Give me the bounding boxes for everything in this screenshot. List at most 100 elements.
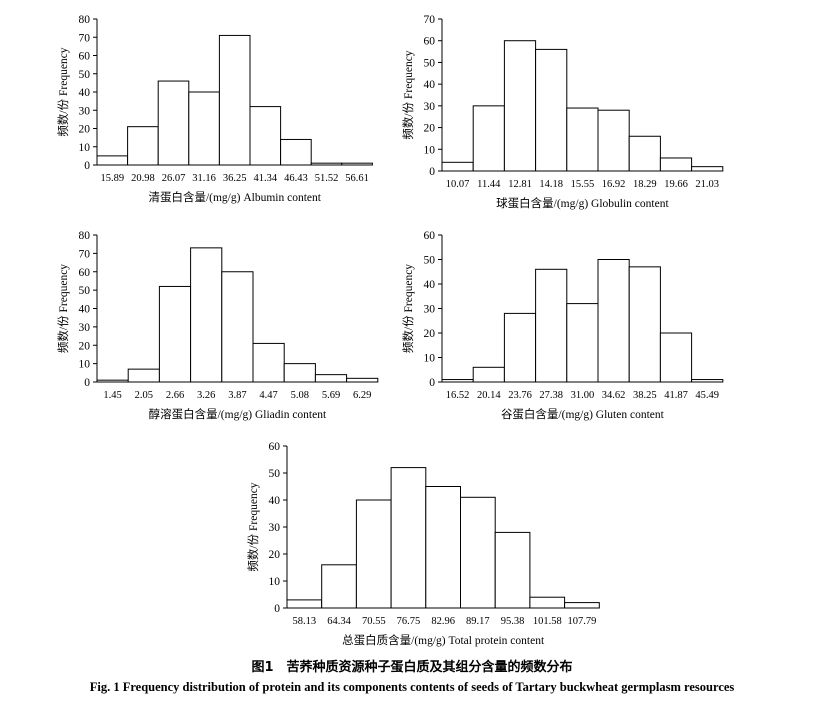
histogram-gliadin: 0 10 20 30 40 50 60 70 80 1.45 2.05 2.66 3.26 3.87 4.4… — [56, 230, 379, 421]
gliadin-y-tick-label: 50 — [79, 285, 91, 297]
gluten-y-tick-label: 50 — [424, 255, 436, 267]
total-protein-x-tick-label: 95.38 — [501, 616, 525, 627]
total-protein-x-tick-label: 89.17 — [466, 616, 490, 627]
total-protein-bar — [494, 531, 531, 609]
gliadin-y-tick-label: 80 — [79, 230, 91, 242]
gluten-y-tick-label: 30 — [424, 304, 436, 316]
gluten-x-tick-label: 41.87 — [664, 390, 688, 401]
total-protein-y-tick-label: 10 — [269, 576, 281, 588]
albumin-y-axis-label: 频数/份 Frequency — [56, 47, 70, 136]
gluten-bar — [566, 303, 599, 383]
gluten-y-axis-label: 频数/份 Frequency — [401, 264, 415, 353]
gluten-x-tick-label: 27.38 — [539, 390, 563, 401]
gliadin-bar — [252, 342, 285, 383]
gliadin-bar — [127, 368, 160, 383]
gluten-x-tick-label: 38.25 — [633, 390, 657, 401]
globulin-y-axis-label: 频数/份 Frequency — [401, 50, 415, 139]
albumin-x-tick-label: 46.43 — [284, 173, 308, 184]
total-protein-bar — [460, 496, 496, 609]
albumin-y-tick-label: 10 — [79, 142, 91, 154]
albumin-bar — [310, 162, 343, 166]
total-protein-bar — [425, 486, 461, 609]
total-protein-x-tick-label: 82.96 — [431, 616, 455, 627]
gluten-x-tick-label: 31.00 — [571, 390, 595, 401]
globulin-x-tick-label: 18.29 — [633, 179, 657, 190]
total-protein-bar — [286, 599, 323, 609]
total-protein-bar — [564, 602, 600, 609]
total-protein-bar — [529, 596, 566, 609]
gluten-x-tick-label: 45.49 — [695, 390, 719, 401]
albumin-bar — [218, 34, 251, 166]
albumin-x-tick-label: 41.34 — [253, 173, 277, 184]
globulin-bar — [691, 166, 724, 172]
globulin-x-tick-label: 14.18 — [539, 179, 563, 190]
gluten-bar — [628, 266, 661, 383]
gliadin-x-tick-label: 4.47 — [259, 390, 277, 401]
gluten-bar — [597, 259, 630, 383]
gliadin-y-tick-label: 40 — [79, 304, 91, 316]
total-protein-y-tick-label: 20 — [269, 549, 281, 561]
total-protein-y-tick-label: 60 — [269, 441, 281, 453]
albumin-bar — [127, 126, 159, 166]
total-protein-y-tick-label: 40 — [269, 495, 281, 507]
albumin-bar — [96, 155, 129, 166]
albumin-x-tick-label: 26.07 — [162, 173, 186, 184]
albumin-y-tick-label: 70 — [79, 32, 91, 44]
gluten-x-tick-label: 23.76 — [508, 390, 532, 401]
caption-english: Fig. 1 Frequency distribution of protein… — [89, 680, 735, 694]
gliadin-y-tick-label: 20 — [79, 340, 91, 352]
albumin-y-tick-label: 80 — [79, 14, 91, 26]
globulin-x-tick-label: 12.81 — [508, 179, 532, 190]
gliadin-bar — [346, 377, 379, 383]
total-protein-y-axis-label: 频数/份 Frequency — [246, 482, 260, 571]
gliadin-x-tick-label: 5.69 — [322, 390, 340, 401]
gluten-bar — [503, 312, 537, 383]
gliadin-x-tick-label: 2.66 — [166, 390, 184, 401]
histogram-total-protein: 0 10 20 30 40 50 60 58.13 64.34 70.55 76.75 82.96 89… — [246, 441, 600, 647]
albumin-y-tick-label: 0 — [84, 160, 90, 172]
globulin-y-tick-label: 50 — [424, 57, 436, 69]
globulin-bar — [441, 161, 474, 172]
globulin-bar — [628, 135, 661, 172]
total-protein-x-tick-label: 58.13 — [293, 616, 317, 627]
albumin-x-tick-label: 15.89 — [100, 173, 124, 184]
albumin-x-tick-label: 31.16 — [192, 173, 216, 184]
gluten-bar — [441, 379, 474, 383]
gliadin-x-axis-label: 醇溶蛋白含量/(mg/g) Gliadin content — [149, 407, 327, 421]
total-protein-x-axis-label: 总蛋白质含量/(mg/g) Total protein content — [342, 633, 545, 647]
gluten-bar — [659, 332, 693, 383]
globulin-bar — [659, 157, 693, 172]
gliadin-x-tick-label: 6.29 — [353, 390, 371, 401]
histogram-globulin: 0 10 20 30 40 50 60 70 10.07 11.44 12.81 14.18 15.55… — [401, 14, 724, 210]
gluten-y-tick-label: 60 — [424, 230, 436, 242]
globulin-y-tick-label: 40 — [424, 79, 436, 91]
globulin-bar — [503, 40, 537, 172]
gliadin-y-tick-label: 30 — [79, 322, 91, 334]
gluten-bar — [535, 268, 568, 383]
albumin-bar — [249, 106, 282, 166]
albumin-bar — [341, 162, 373, 166]
gluten-x-tick-label: 20.14 — [477, 390, 501, 401]
gluten-y-tick-label: 20 — [424, 328, 436, 340]
albumin-x-tick-label: 51.52 — [315, 173, 339, 184]
total-protein-bar — [355, 499, 392, 609]
gluten-x-tick-label: 34.62 — [602, 390, 626, 401]
albumin-bar — [157, 80, 190, 166]
gliadin-x-tick-label: 3.87 — [228, 390, 246, 401]
albumin-y-tick-label: 50 — [79, 69, 91, 81]
gluten-x-axis-label: 谷蛋白含量/(mg/g) Gluten content — [501, 407, 665, 421]
gliadin-bar — [283, 363, 316, 383]
albumin-x-axis-label: 清蛋白含量/(mg/g) Albumin content — [148, 190, 321, 204]
figure: 0 10 20 30 40 50 60 70 80 15.89 20.98 26.07 31.16 36.… — [56, 14, 724, 647]
total-protein-x-tick-label: 107.79 — [568, 616, 597, 627]
globulin-x-tick-label: 19.66 — [664, 179, 688, 190]
globulin-y-tick-label: 30 — [424, 101, 436, 113]
albumin-y-tick-label: 40 — [79, 87, 91, 99]
globulin-x-axis-label: 球蛋白含量/(mg/g) Globulin content — [496, 196, 669, 210]
total-protein-bar — [390, 467, 427, 609]
gliadin-x-tick-label: 2.05 — [135, 390, 153, 401]
globulin-x-tick-label: 15.55 — [571, 179, 595, 190]
total-protein-y-tick-label: 30 — [269, 522, 281, 534]
histogram-gluten: 0 10 20 30 40 50 60 16.52 20.14 23.76 27.38 31.00 34… — [401, 230, 724, 421]
gliadin-x-tick-label: 1.45 — [103, 390, 121, 401]
